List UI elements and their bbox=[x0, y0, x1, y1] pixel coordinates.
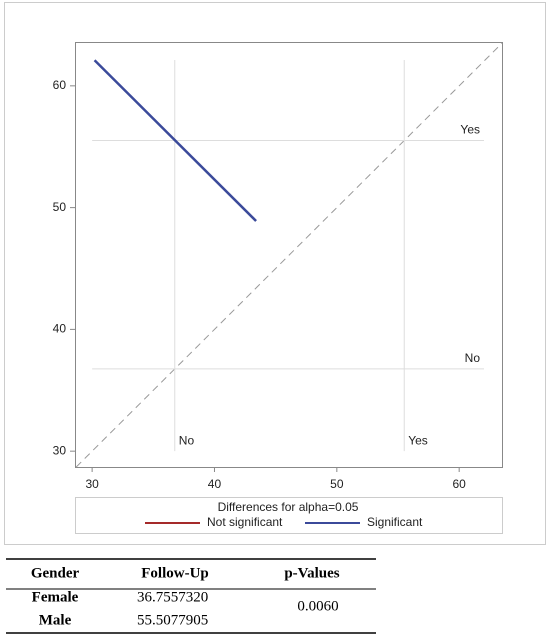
table-header: Gender bbox=[31, 565, 80, 581]
y-tick-label: 60 bbox=[53, 78, 67, 92]
legend-label: Not significant bbox=[207, 515, 283, 529]
y-tick-label: 40 bbox=[53, 322, 67, 336]
reference-label: Yes bbox=[408, 433, 428, 447]
table-cell: 0.0060 bbox=[297, 598, 338, 614]
reference-label: No bbox=[179, 433, 195, 447]
table-cell: Female bbox=[32, 589, 79, 605]
reference-label: Yes bbox=[460, 123, 480, 137]
y-tick-label: 30 bbox=[53, 443, 67, 457]
series-line bbox=[93, 59, 257, 222]
table-cell: 36.7557320 bbox=[137, 589, 208, 605]
legend-box bbox=[75, 497, 503, 534]
reference-label: No bbox=[465, 351, 481, 365]
y-tick-label: 50 bbox=[53, 200, 67, 214]
legend-label: Significant bbox=[367, 515, 423, 529]
x-tick-label: 30 bbox=[85, 477, 99, 491]
legend-title: Differences for alpha=0.05 bbox=[218, 500, 359, 514]
x-tick-label: 40 bbox=[208, 477, 222, 491]
table-header: Follow-Up bbox=[141, 565, 209, 581]
x-tick-label: 60 bbox=[452, 477, 466, 491]
x-tick-label: 50 bbox=[330, 477, 344, 491]
plot-area bbox=[75, 42, 503, 468]
chart-frame bbox=[4, 2, 546, 545]
table-header: p-Values bbox=[284, 565, 339, 581]
table-cell: Male bbox=[39, 612, 72, 628]
diagonal bbox=[75, 42, 503, 468]
table-cell: 55.5077905 bbox=[137, 612, 208, 628]
